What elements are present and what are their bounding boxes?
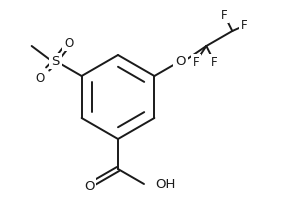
Text: O: O [35, 72, 44, 85]
Text: OH: OH [155, 177, 175, 190]
Text: F: F [221, 8, 228, 21]
Text: O: O [64, 36, 73, 49]
Text: F: F [211, 56, 218, 69]
Text: O: O [175, 55, 185, 68]
Text: S: S [52, 55, 60, 68]
Text: F: F [193, 56, 200, 69]
Text: F: F [241, 19, 248, 32]
Text: O: O [84, 179, 94, 192]
